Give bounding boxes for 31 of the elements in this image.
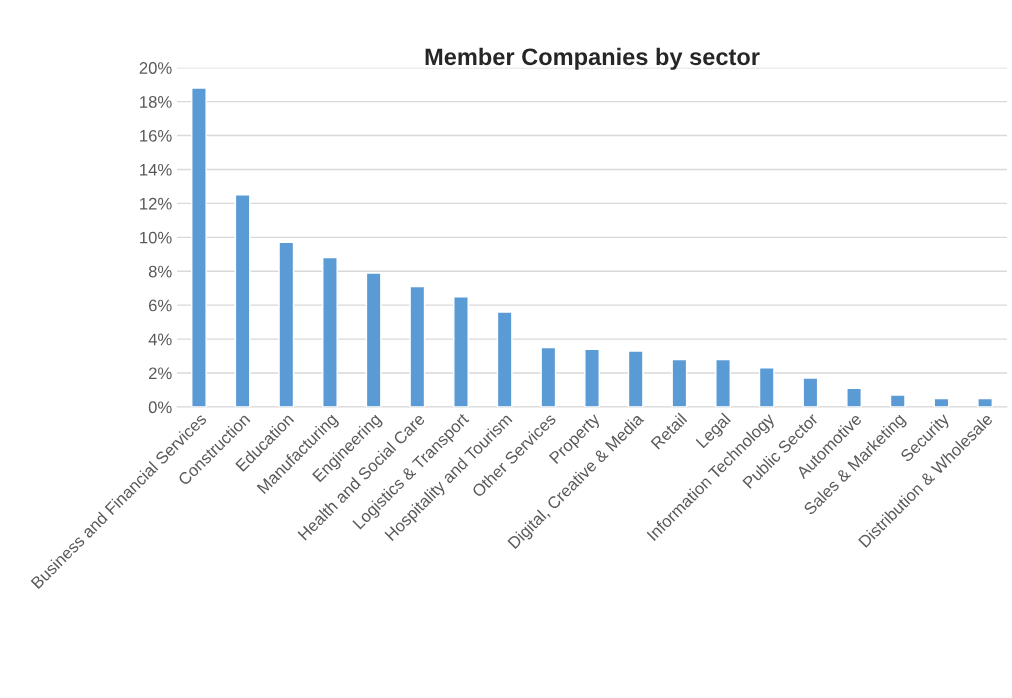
bar [453, 295, 469, 407]
y-tick-label: 2% [148, 367, 172, 380]
y-tick-label: 14% [140, 163, 172, 176]
y-tick-label: 4% [148, 333, 172, 346]
bar [234, 194, 251, 407]
bar [322, 256, 338, 407]
y-tick-label: 16% [140, 129, 172, 142]
bar [191, 87, 207, 407]
bar [409, 285, 426, 407]
bar [540, 346, 557, 407]
y-tick-label: 6% [149, 299, 172, 312]
bar [933, 397, 950, 407]
y-tick-label: 20% [139, 62, 172, 74]
y-tick-label: 10% [140, 231, 172, 244]
bar [584, 348, 600, 407]
chart-title: Member Companies by sector [425, 47, 760, 70]
bar [889, 394, 906, 407]
y-tick-label: 12% [140, 197, 172, 210]
bar [977, 397, 994, 407]
bar [627, 350, 644, 407]
bar [278, 241, 295, 407]
y-tick-label: 0% [148, 401, 172, 414]
bar [802, 377, 819, 407]
bar [496, 311, 513, 407]
bar [758, 367, 775, 407]
bar [715, 358, 731, 407]
bar [671, 358, 688, 407]
y-tick-label: 18% [140, 96, 172, 108]
bar [846, 387, 862, 407]
bar [365, 272, 382, 407]
y-tick-label: 8% [148, 265, 172, 278]
